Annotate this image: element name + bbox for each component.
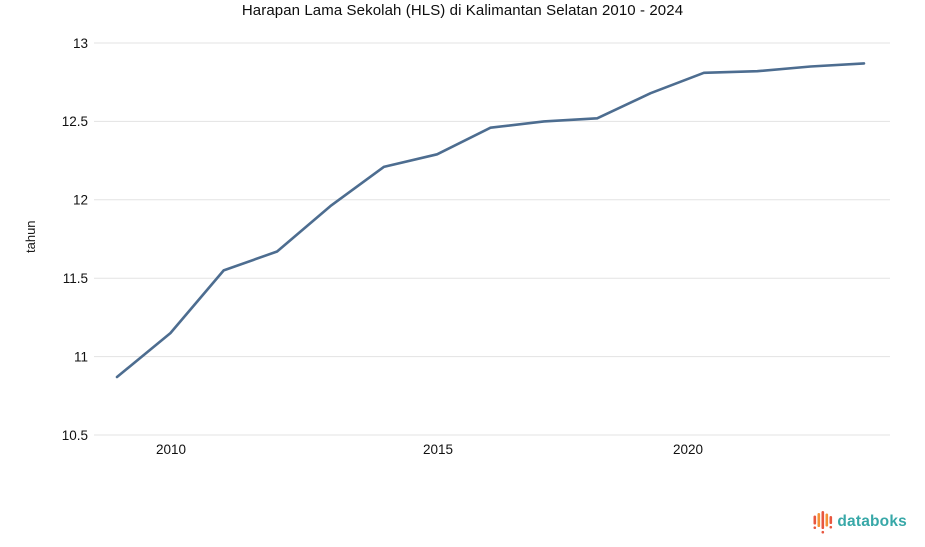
y-tick-label: 11: [74, 349, 88, 364]
y-tick-label: 11.5: [63, 271, 88, 286]
logo-dot: [821, 530, 825, 534]
hls-data-line: [115, 62, 866, 379]
x-tick-label: 2010: [156, 442, 186, 457]
y-tick-label: 10.5: [62, 428, 88, 443]
logo-bar: [829, 516, 833, 524]
x-tick-label: 2020: [673, 442, 703, 457]
x-tick-label: 2015: [423, 442, 453, 457]
databoks-logo-text: databoks: [837, 513, 907, 530]
y-tick-label: 13: [73, 36, 88, 51]
logo-dot: [813, 526, 817, 529]
chart-title: Harapan Lama Sekolah (HLS) di Kalimantan…: [241, 2, 684, 19]
logo-bar: [817, 513, 821, 527]
y-tick-label: 12.5: [62, 114, 88, 129]
logo-bar: [825, 513, 829, 527]
logo-bar: [821, 511, 825, 529]
y-tick-label: 12: [73, 193, 88, 208]
logo-dot: [829, 525, 833, 529]
databoks-logo[interactable]: databoks: [812, 510, 907, 534]
logo-bar: [813, 515, 817, 525]
databoks-logo-icon: [813, 511, 833, 534]
